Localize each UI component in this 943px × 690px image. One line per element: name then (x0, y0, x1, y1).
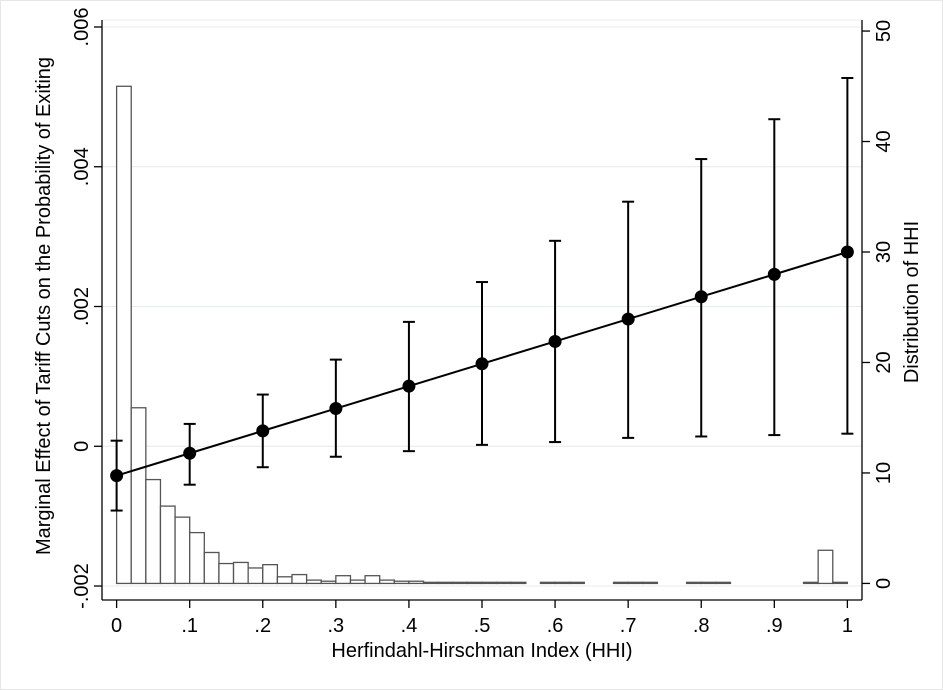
data-point-9 (767, 267, 781, 281)
histogram-bar-5 (189, 531, 205, 585)
y-right-tick-label-5: 50 (873, 20, 895, 42)
y-left-tick-label-3: .004 (71, 147, 93, 186)
y-axis-left-title: Marginal Effect of Tariff Cuts on the Pr… (33, 57, 55, 555)
histogram-bar-26 (495, 581, 512, 585)
histogram-bar-14 (320, 580, 337, 585)
x-tick-label-9: .9 (766, 615, 783, 637)
histogram-bar-38 (817, 549, 834, 585)
data-point-1 (183, 446, 197, 460)
histogram-bar-20 (408, 580, 425, 585)
y-right-tick-label-1: 10 (873, 462, 895, 484)
data-point-2 (256, 424, 270, 438)
histogram-bar-0 (115, 85, 132, 585)
y-left-tick-label-4: .006 (71, 8, 93, 47)
histogram-bar-32 (627, 581, 644, 585)
hhi-histogram (115, 85, 849, 585)
histogram-bar-13 (305, 579, 322, 585)
histogram-bar-35 (700, 581, 717, 585)
y-left-tick-label-2: .002 (71, 287, 93, 326)
data-point-7 (621, 312, 635, 326)
data-point-3 (329, 402, 343, 416)
histogram-bar-9 (247, 567, 264, 585)
x-tick-label-0: 0 (111, 615, 122, 637)
x-tick-label-3: .3 (328, 615, 345, 637)
x-tick-label-5: .5 (474, 615, 491, 637)
histogram-bar-19 (393, 580, 410, 585)
histogram-bar-8 (232, 561, 249, 585)
x-tick-label-1: .1 (181, 615, 198, 637)
histogram-bar-27 (510, 581, 527, 585)
histogram-bar-4 (174, 516, 191, 585)
histogram-bar-15 (335, 575, 352, 585)
y-right-tick-label-2: 20 (873, 351, 895, 373)
y-right-tick-label-3: 30 (873, 241, 895, 263)
histogram-bar-16 (349, 579, 366, 585)
histogram-bar-29 (554, 581, 571, 585)
histogram-bar-28 (539, 581, 556, 585)
histogram-bar-6 (203, 551, 220, 585)
histogram-bar-21 (422, 581, 439, 585)
histogram-bar-10 (262, 563, 279, 585)
grid-lines (102, 26, 862, 587)
x-tick-label-4: .4 (401, 615, 418, 637)
y-right-tick-label-4: 40 (873, 130, 895, 152)
histogram-bar-22 (437, 581, 454, 585)
x-tick-label-7: .7 (620, 615, 637, 637)
data-point-5 (475, 357, 489, 371)
histogram-bar-2 (145, 478, 162, 585)
histogram-bar-31 (612, 581, 629, 585)
axes: 0 .1 .2 .3 .4 .5 .6 .7 .8 .9 1 -.002 0 .002 .004 .006 0 1… (71, 8, 895, 637)
histogram-bar-39 (832, 581, 849, 585)
y-right-tick-label-0: 0 (873, 578, 895, 589)
data-point-4 (402, 379, 416, 393)
histogram-bar-24 (466, 581, 483, 585)
histogram-bar-34 (685, 581, 702, 585)
x-tick-label-6: .6 (547, 615, 564, 637)
histogram-bar-30 (569, 581, 585, 585)
x-tick-label-10: 1 (842, 615, 853, 637)
data-point-10 (840, 245, 854, 259)
y-axis-right-title: Distribution of HHI (901, 221, 923, 383)
histogram-bar-25 (481, 581, 498, 585)
histogram-bar-12 (291, 573, 308, 585)
histogram-bar-18 (379, 579, 395, 585)
histogram-bar-33 (642, 581, 659, 585)
y-left-tick-label-0: -.002 (71, 563, 93, 609)
histogram-bar-7 (218, 562, 235, 585)
histogram-bar-11 (276, 576, 293, 585)
histogram-bar-23 (452, 581, 469, 585)
histogram-bar-37 (802, 581, 819, 585)
data-point-6 (548, 334, 562, 348)
x-axis-title: Herfindahl-Hirschman Index (HHI) (331, 640, 632, 662)
marginal-effect-series (110, 77, 854, 512)
histogram-bar-17 (364, 575, 381, 585)
y-left-tick-label-1: 0 (71, 441, 93, 452)
data-point-0 (110, 469, 124, 483)
data-point-8 (694, 290, 708, 304)
x-tick-label-2: .2 (254, 615, 271, 637)
histogram-bar-3 (159, 505, 176, 585)
histogram-bar-1 (130, 407, 147, 585)
histogram-bar-36 (715, 581, 732, 585)
x-tick-label-8: .8 (693, 615, 710, 637)
